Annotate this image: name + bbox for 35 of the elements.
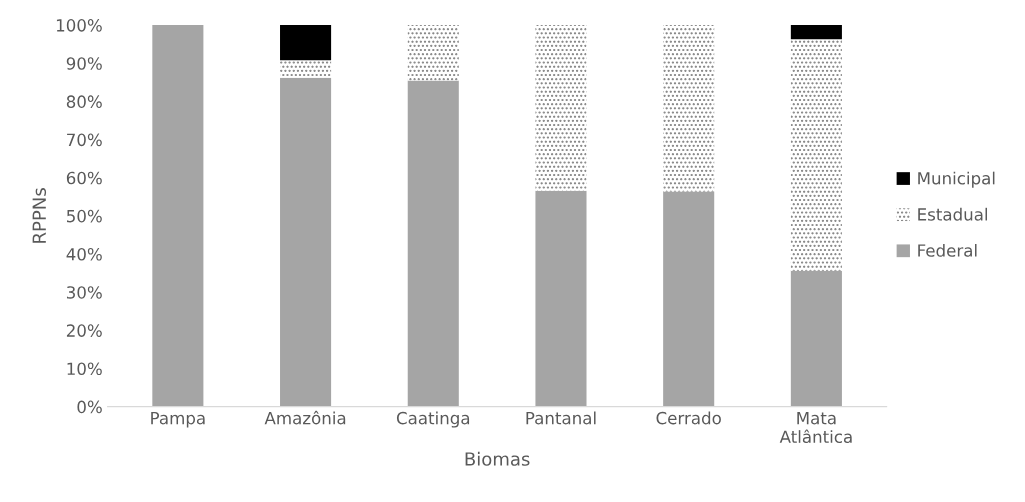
x-tick-label: Mata Atlântica [779,411,852,444]
y-tick-label: 0% [77,400,102,414]
y-tick-label: 50% [67,209,102,223]
bar [152,25,204,407]
x-tick-label: Pantanal [526,411,596,425]
legend-label: Estadual [918,207,988,221]
y-tick-label: 70% [67,133,102,147]
y-tick-label: 10% [67,362,102,376]
y-tick-label: 30% [66,286,102,299]
bar [790,25,842,40]
y-tick-label: 40% [66,247,102,261]
bar [535,190,587,407]
legend-label: Federal [918,243,977,257]
bar [280,60,332,78]
bar [535,25,587,191]
bar [280,77,332,407]
y-tick-label: 60% [66,171,102,185]
bar [790,39,842,271]
bar [407,80,459,407]
x-tick-label: Pampa [151,411,205,428]
bar [790,270,842,407]
y-tick-label: 20% [66,324,102,337]
x-tick-label: Caatinga [396,411,470,428]
bar [280,25,332,61]
x-tick-label: Amazônia [264,410,346,425]
bar [407,25,459,81]
x-tick-label: Cerrado [656,411,721,425]
x-axis-title: Biomas [465,451,530,466]
legend-label: Municipal [918,171,995,188]
y-tick-label: 90% [66,57,102,70]
bar [663,191,715,407]
y-axis-title: RPPNs [32,188,47,243]
y-tick-label: 100% [56,19,102,32]
y-tick-label: 80% [66,95,102,108]
bar [663,25,715,192]
